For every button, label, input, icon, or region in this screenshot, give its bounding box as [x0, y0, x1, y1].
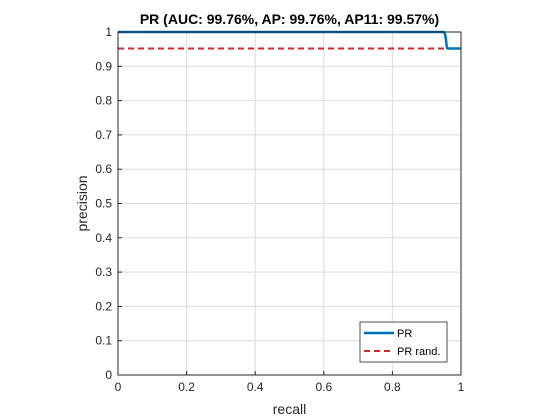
- x-tick-label: 0.8: [384, 380, 401, 394]
- y-tick-label: 0.5: [95, 197, 112, 211]
- y-tick-label: 0.9: [95, 59, 112, 73]
- x-tick-label: 1: [458, 380, 465, 394]
- y-tick-label: 0.8: [95, 94, 112, 108]
- y-tick-label: 0.1: [95, 334, 112, 348]
- legend-label-pr: PR: [397, 328, 412, 340]
- y-axis-label: precision: [74, 175, 90, 231]
- y-tick-label: 0: [105, 368, 112, 382]
- y-tick-label: 0.2: [95, 299, 112, 313]
- y-tick-label: 0.7: [95, 128, 112, 142]
- y-tick-label: 0.4: [95, 231, 112, 245]
- legend-label-pr-rand: PR rand.: [397, 346, 440, 358]
- chart-title: PR (AUC: 99.76%, AP: 99.76%, AP11: 99.57…: [140, 11, 439, 27]
- legend: PR PR rand.: [359, 321, 448, 363]
- x-tick-label: 0: [115, 380, 122, 394]
- x-axis-label: recall: [273, 401, 306, 417]
- y-tick-label: 0.6: [95, 162, 112, 176]
- y-tick-label: 1: [105, 25, 112, 39]
- x-tick-label: 0.4: [247, 380, 264, 394]
- grid: [117, 31, 462, 376]
- y-tick-label: 0.3: [95, 265, 112, 279]
- x-tick-label: 0.2: [178, 380, 195, 394]
- legend-box: [359, 321, 448, 363]
- x-tick-label: 0.6: [315, 380, 332, 394]
- ticks: 0 0.2 0.4 0.6 0.8 1 0 0.1 0.2 0.3 0.4 0.5 0.6 0.7 0.8 0…: [95, 25, 464, 394]
